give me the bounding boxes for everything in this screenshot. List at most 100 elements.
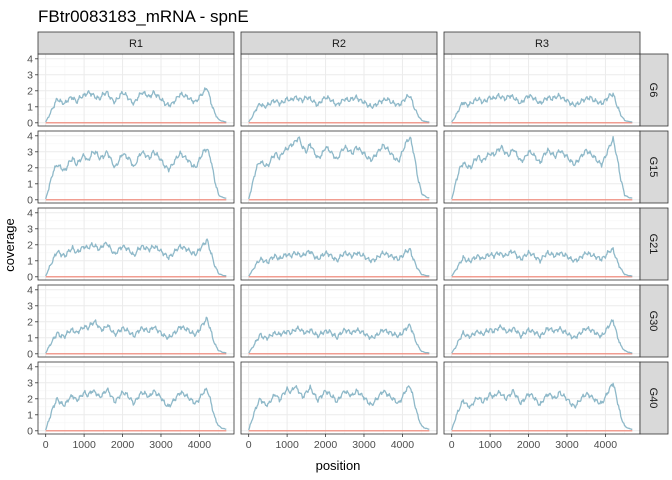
panel-g15-r3 [443, 130, 641, 204]
x-tick-label: 1000 [275, 439, 299, 451]
y-tick-label: 0 [27, 425, 33, 437]
x-tick-label: 3000 [352, 439, 376, 451]
panel-background [444, 131, 640, 203]
y-tick-label: 4 [27, 130, 33, 142]
x-tick-label: 2000 [111, 439, 135, 451]
panel-g30-r1 [37, 284, 235, 358]
y-tick-label: 2 [27, 162, 33, 174]
panel-g6-r1 [37, 53, 235, 127]
panel-g40-r1 [37, 361, 235, 435]
facet-strips: R1 R2 R3 G6 G15 G21 G30 G40 [37, 31, 669, 435]
chart-title: FBtr0083183_mRNA - spnE [38, 7, 249, 26]
panel-g6-r2 [240, 53, 438, 127]
y-tick-label: 1 [27, 178, 33, 190]
x-tick-label: 1000 [478, 439, 502, 451]
coverage-series-line [451, 135, 633, 200]
panel-border [240, 207, 438, 281]
panel-background [444, 362, 640, 434]
row-strip-label: G40 [647, 388, 659, 409]
panel-border [37, 130, 235, 204]
x-tick-label: 3000 [149, 439, 173, 451]
panel-g21-r2 [240, 207, 438, 281]
x-tick-label: 2000 [517, 439, 541, 451]
y-tick-label: 3 [27, 146, 33, 158]
row-strip-label: G21 [647, 234, 659, 255]
coverage-series-line [45, 316, 227, 354]
coverage-series-line [248, 247, 430, 277]
panel-border [240, 361, 438, 435]
column-strip-r2 [240, 31, 438, 55]
panel-g21-r3 [443, 207, 641, 281]
facet-panels [37, 53, 641, 435]
panel-g15-r1 [37, 130, 235, 204]
panel-background [38, 54, 234, 126]
y-tick-label: 2 [27, 316, 33, 328]
panel-background [444, 285, 640, 357]
x-tick-label: 2000 [314, 439, 338, 451]
y-tick-label: 4 [27, 361, 33, 373]
panel-background [444, 54, 640, 126]
coverage-series-line [45, 148, 227, 200]
y-tick-label: 3 [27, 69, 33, 81]
panel-border [37, 361, 235, 435]
y-tick-label: 4 [27, 207, 33, 219]
coverage-series-line [248, 384, 430, 431]
y-tick-label: 2 [27, 85, 33, 97]
x-tick-label: 1000 [72, 439, 96, 451]
row-strip-label: G6 [647, 83, 659, 98]
coverage-series-line [248, 93, 430, 123]
column-strip-label: R3 [535, 38, 549, 50]
row-strip-g21 [639, 207, 669, 281]
x-tick-label: 4000 [188, 439, 212, 451]
panel-g15-r2 [240, 130, 438, 204]
x-tick-label: 4000 [391, 439, 415, 451]
y-tick-label: 1 [27, 255, 33, 267]
panel-background [241, 208, 437, 280]
panel-background [38, 285, 234, 357]
panel-g40-r3 [443, 361, 641, 435]
column-strip-label: R1 [129, 38, 143, 50]
panel-border [240, 284, 438, 358]
y-tick-label: 0 [27, 271, 33, 283]
x-axis-title: position [316, 458, 361, 473]
y-tick-label: 1 [27, 409, 33, 421]
panel-background [241, 131, 437, 203]
panel-g6-r3 [443, 53, 641, 127]
coverage-series-line [45, 387, 227, 431]
coverage-series-line [451, 92, 633, 123]
row-strip-g15 [639, 130, 669, 204]
y-axis-title: coverage [2, 218, 17, 271]
panel-background [241, 54, 437, 126]
y-tick-label: 3 [27, 223, 33, 235]
coverage-series-line [451, 382, 633, 431]
y-tick-label: 3 [27, 300, 33, 312]
row-strip-g6 [639, 53, 669, 127]
x-tick-label: 0 [246, 439, 252, 451]
panel-background [241, 285, 437, 357]
coverage-series-line [248, 323, 430, 354]
panel-g21-r1 [37, 207, 235, 281]
coverage-series-line [451, 247, 633, 277]
panel-g30-r3 [443, 284, 641, 358]
panel-g40-r2 [240, 361, 438, 435]
x-tick-label: 3000 [555, 439, 579, 451]
y-tick-label: 4 [27, 284, 33, 296]
y-tick-label: 1 [27, 332, 33, 344]
panel-border [240, 130, 438, 204]
y-tick-label: 1 [27, 101, 33, 113]
row-strip-g40 [639, 361, 669, 435]
y-tick-label: 4 [27, 53, 33, 65]
y-tick-label: 0 [27, 348, 33, 360]
row-strip-label: G15 [647, 157, 659, 178]
y-tick-label: 0 [27, 194, 33, 206]
coverage-series-line [248, 136, 430, 200]
column-strip-label: R2 [332, 38, 346, 50]
coverage-series-line [45, 238, 227, 277]
panel-g30-r2 [240, 284, 438, 358]
x-tick-label: 0 [449, 439, 455, 451]
x-tick-label: 0 [43, 439, 49, 451]
row-strip-g30 [639, 284, 669, 358]
column-strip-r3 [443, 31, 641, 55]
